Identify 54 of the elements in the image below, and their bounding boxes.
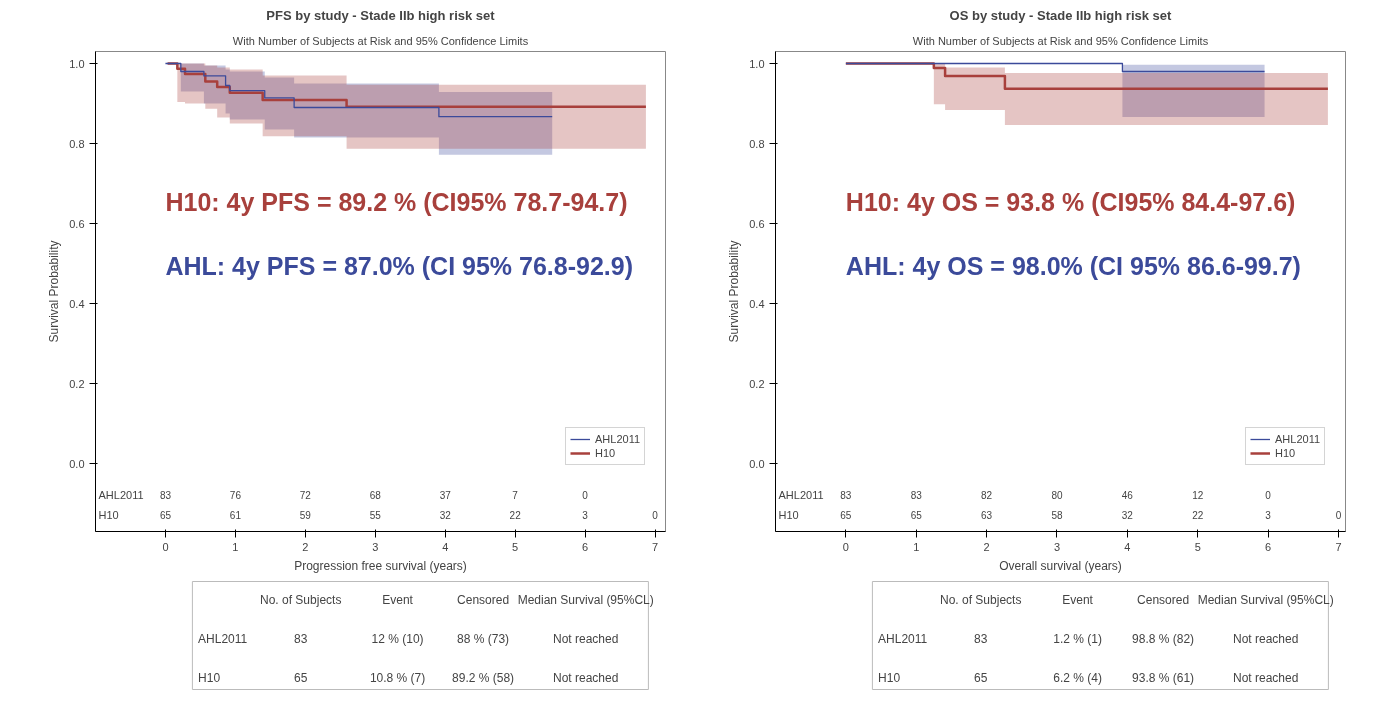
y-axis-title: Survival Probability (727, 240, 742, 343)
annotation: H10: 4y OS = 93.8 % (CI95% 84.4-97.6) (845, 187, 1296, 216)
legend-label: AHL2011 (595, 432, 641, 446)
y-tick-label: 0.8 (69, 137, 85, 150)
y-tick-label: 1.0 (749, 57, 765, 70)
x-axis-title: Overall survival (years) (999, 558, 1122, 573)
text: No. of Subjects Event Censored Median Survival (95%CL) (940, 592, 1334, 607)
text: AHL2011 83 76 72 68 37 7 0 (98, 488, 588, 501)
x-tick-label: 6 (582, 540, 589, 553)
y-tick-label: 0.0 (69, 457, 85, 470)
annotation: AHL: 4y PFS = 87.0% (CI 95% 76.8-92.9) (165, 251, 634, 280)
x-tick-label: 1 (232, 540, 239, 553)
chart-subtitle: With Number of Subjects at Risk and 95% Confidence Limits (232, 34, 529, 47)
x-tick-label: 0 (842, 540, 849, 553)
y-tick-label: 0.4 (69, 297, 85, 310)
x-tick-label: 5 (512, 540, 519, 553)
x-tick-label: 6 (1265, 540, 1272, 553)
y-tick-label: 1.0 (69, 57, 85, 70)
y-tick-label: 0.2 (69, 377, 85, 390)
x-tick-label: 3 (1053, 540, 1061, 553)
text: No. of Subjects Event Censored Median Survival (95%CL) (260, 592, 654, 607)
text: H10 65 6.2 % (4) 93.8 % (61) Not reached (878, 670, 1299, 685)
text: AHL2011 83 12 % (10) 88 % (73) Not reached (198, 631, 619, 646)
x-tick-label: 7 (651, 540, 659, 553)
x-tick-label: 3 (372, 540, 379, 553)
y-axis-title: Survival Probability (47, 240, 62, 343)
chart-title: PFS by study - Stade IIb high risk set (266, 7, 496, 23)
text: H10 65 61 59 55 32 22 3 0 (98, 509, 658, 522)
x-tick-label: 2 (983, 540, 990, 553)
y-tick-label: 0.8 (749, 137, 765, 150)
chart-title: OS by study - Stade IIb high risk set (949, 7, 1173, 23)
y-tick-label: 0.6 (749, 217, 765, 230)
y-tick-label: 0.6 (69, 217, 85, 230)
text: H10 65 65 63 58 32 22 3 0 (778, 509, 1342, 522)
y-tick-label: 0.2 (749, 377, 765, 390)
x-tick-label: 2 (302, 540, 309, 553)
annotation: AHL: 4y OS = 98.0% (CI 95% 86.6-99.7) (845, 251, 1301, 280)
x-tick-label: 4 (1124, 540, 1131, 553)
x-tick-label: 0 (162, 540, 169, 553)
y-tick-label: 0.0 (749, 457, 765, 470)
chart-subtitle: With Number of Subjects at Risk and 95% Confidence Limits (912, 34, 1209, 47)
text: AHL2011 83 1.2 % (1) 98.8 % (82) Not reached (878, 631, 1299, 646)
x-tick-label: 4 (442, 540, 449, 553)
x-axis-title: Progression free survival (years) (294, 558, 467, 573)
y-tick-label: 0.4 (749, 297, 765, 310)
x-tick-label: 1 (913, 540, 920, 553)
text: H10 65 10.8 % (7) 89.2 % (58) Not reached (198, 670, 619, 685)
x-tick-label: 5 (1194, 540, 1201, 553)
legend-label: AHL2011 (1275, 432, 1321, 446)
legend-label: H10 (595, 446, 616, 460)
annotation: H10: 4y PFS = 89.2 % (CI95% 78.7-94.7) (165, 187, 628, 216)
text: AHL2011 83 83 82 80 46 12 0 (778, 488, 1271, 501)
legend-label: H10 (1275, 446, 1296, 460)
x-tick-label: 7 (1335, 540, 1342, 553)
